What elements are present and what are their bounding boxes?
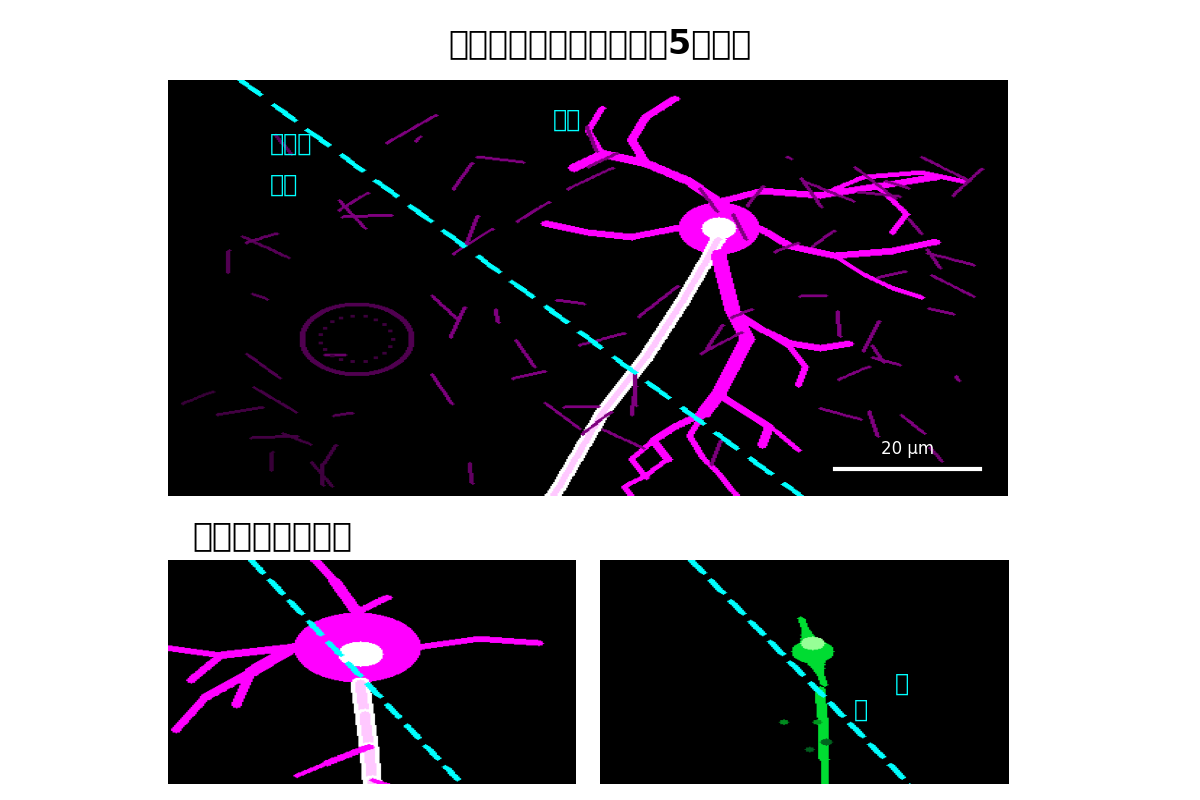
Text: 外側: 外側 (552, 108, 581, 132)
Text: 外: 外 (894, 671, 908, 695)
Text: バレル: バレル (270, 131, 312, 155)
Text: バレル野神経細胞（生後5日齢）: バレル野神経細胞（生後5日齢） (449, 27, 751, 61)
Text: 内: 内 (853, 698, 868, 722)
Text: ゴルジ体の拡大図: ゴルジ体の拡大図 (192, 519, 352, 553)
Text: 内側: 内側 (270, 173, 299, 197)
Text: 20 μm: 20 μm (881, 440, 934, 458)
